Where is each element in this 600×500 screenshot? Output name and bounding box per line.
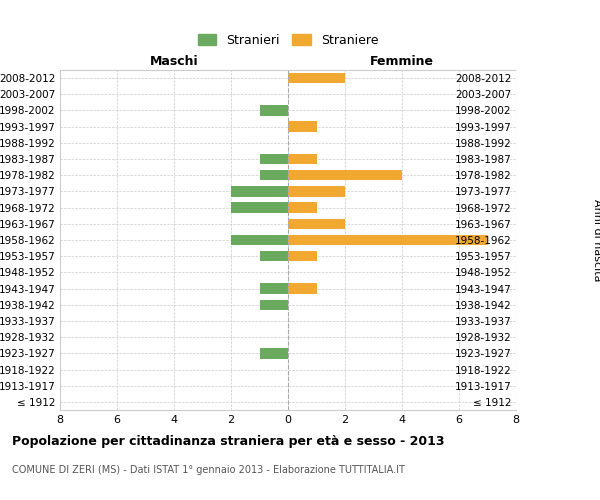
Bar xyxy=(288,170,402,180)
Bar xyxy=(288,284,317,294)
Bar xyxy=(260,105,288,116)
Bar xyxy=(288,154,317,164)
Bar xyxy=(288,218,345,229)
Bar xyxy=(260,348,288,358)
Legend: Stranieri, Straniere: Stranieri, Straniere xyxy=(193,28,383,52)
Bar xyxy=(231,234,288,246)
Bar xyxy=(288,202,317,213)
Bar xyxy=(288,251,317,262)
Bar xyxy=(231,186,288,196)
Bar xyxy=(260,154,288,164)
Bar xyxy=(231,202,288,213)
Text: Popolazione per cittadinanza straniera per età e sesso - 2013: Popolazione per cittadinanza straniera p… xyxy=(12,435,445,448)
Bar xyxy=(288,186,345,196)
Text: Maschi: Maschi xyxy=(149,56,199,68)
Bar xyxy=(260,284,288,294)
Text: Femmine: Femmine xyxy=(370,56,434,68)
Bar xyxy=(260,170,288,180)
Text: COMUNE DI ZERI (MS) - Dati ISTAT 1° gennaio 2013 - Elaborazione TUTTITALIA.IT: COMUNE DI ZERI (MS) - Dati ISTAT 1° genn… xyxy=(12,465,405,475)
Bar xyxy=(288,122,317,132)
Bar xyxy=(288,234,487,246)
Bar xyxy=(260,251,288,262)
Bar xyxy=(260,300,288,310)
Text: Anni di nascita: Anni di nascita xyxy=(592,198,600,281)
Bar xyxy=(288,73,345,84)
